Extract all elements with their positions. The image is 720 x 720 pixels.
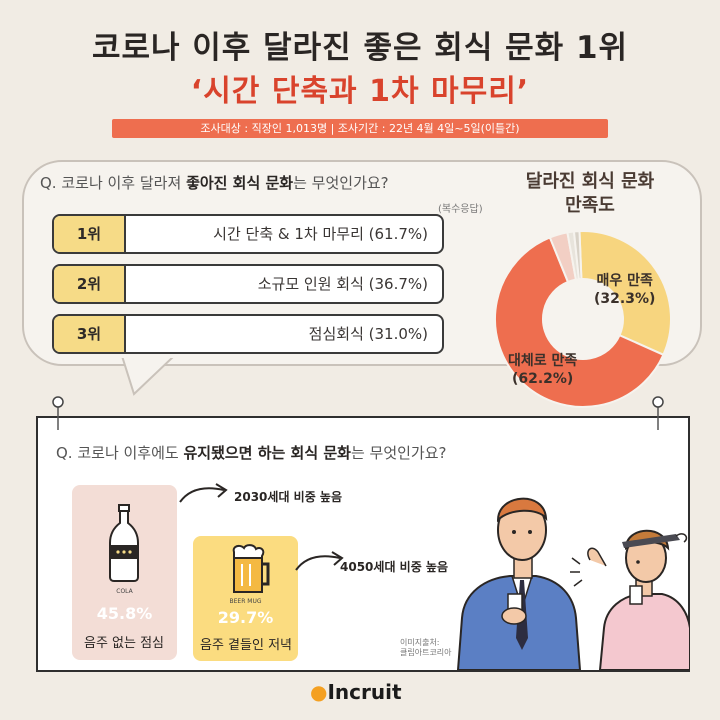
rank-row-1: 1위 시간 단축 & 1차 마무리 (61.7%) (52, 214, 444, 254)
label-very-text: 매우 만족 (596, 273, 653, 289)
question1-suffix: 는 무엇인가요? (293, 174, 389, 192)
rank-text: 소규모 인원 회식 (36.7%) (257, 275, 428, 293)
rank-text: 시간 단축 & 1차 마무리 (61.7%) (213, 225, 428, 243)
rank-row-3: 3위 점심회식 (31.0%) (52, 314, 444, 354)
label-mostly-text: 대체로 만족 (508, 353, 578, 369)
arrow-icon (295, 551, 344, 571)
page-subtitle: ‘시간 단축과 1차 마무리’ (190, 74, 530, 109)
question1-text: Q. 코로나 이후 달라져 좋아진 회식 문화는 무엇인가요? (40, 172, 389, 193)
pin-icon (52, 396, 64, 430)
satisfaction-donut-chart (494, 230, 672, 408)
beer-icon-label: BEER MUG (229, 598, 262, 605)
question2-text: Q. 코로나 이후에도 유지됐으면 하는 회식 문화는 무엇인가요? (56, 442, 446, 463)
label-very-pct: (32.3%) (594, 291, 656, 307)
logo-dot-icon: ● (310, 680, 328, 704)
rank-text: 점심회식 (31.0%) (308, 325, 428, 343)
cola-percent: 45.8% (96, 604, 153, 623)
beer-mug-icon (232, 544, 270, 593)
donut-slice-4 (572, 230, 583, 281)
donut-slice-1 (494, 236, 665, 408)
satisfaction-title: 달라진 회식 문화 만족도 (480, 170, 700, 218)
brand-logo: ●Incruit (310, 680, 402, 704)
label-very-satisfied: 매우 만족 (32.3%) (594, 272, 655, 308)
rank-label: 3위 (54, 316, 126, 352)
cola-bottle-icon (109, 504, 139, 582)
cola-caption: 음주 없는 점심 (83, 636, 165, 651)
label-mostly-satisfied: 대체로 만족 (62.2%) (508, 352, 577, 388)
rank-label: 1위 (54, 216, 126, 252)
brand-text: Incruit (327, 680, 402, 704)
office-workers-illustration (456, 497, 690, 670)
beer-percent: 29.7% (217, 608, 274, 627)
page-title: 코로나 이후 달라진 좋은 회식 문화 1위 (91, 30, 629, 66)
survey-info-bar: 조사대상 : 직장인 1,013명 | 조사기간 : 22년 4월 4일~5일(… (112, 119, 608, 138)
source-line2: 클립아트코리아 (400, 648, 452, 657)
question1-bold: 좋아진 회식 문화 (186, 174, 294, 192)
question2-bold: 유지됐으면 하는 회식 문화 (183, 444, 351, 462)
bubble-tail (118, 356, 178, 396)
label-mostly-pct: (62.2%) (511, 371, 574, 387)
rank-row-2: 2위 소규모 인원 회식 (36.7%) (52, 264, 444, 304)
question2-suffix: 는 무엇인가요? (350, 444, 447, 462)
arrow-icon (179, 483, 228, 503)
question1-prefix: Q. 코로나 이후 달라져 (40, 174, 187, 192)
note-4050: 4050세대 비중 높음 (340, 560, 448, 574)
cola-icon-label: COLA (116, 588, 133, 595)
beer-caption: 음주 곁들인 저녁 (200, 638, 292, 653)
source-line1: 이미지출처: (400, 638, 440, 647)
note-2030: 2030세대 비중 높음 (234, 490, 342, 504)
image-source: 이미지출처: 클립아트코리아 (400, 638, 452, 658)
satisfaction-title-line2: 만족도 (565, 195, 615, 216)
pin-icon (652, 396, 664, 430)
multiple-answer-note: (복수응답) (438, 204, 483, 215)
satisfaction-title-line1: 달라진 회식 문화 (525, 171, 655, 192)
donut-slice-0 (578, 230, 672, 357)
question2-prefix: Q. 코로나 이후에도 (56, 444, 184, 462)
rank-label: 2위 (54, 266, 126, 302)
